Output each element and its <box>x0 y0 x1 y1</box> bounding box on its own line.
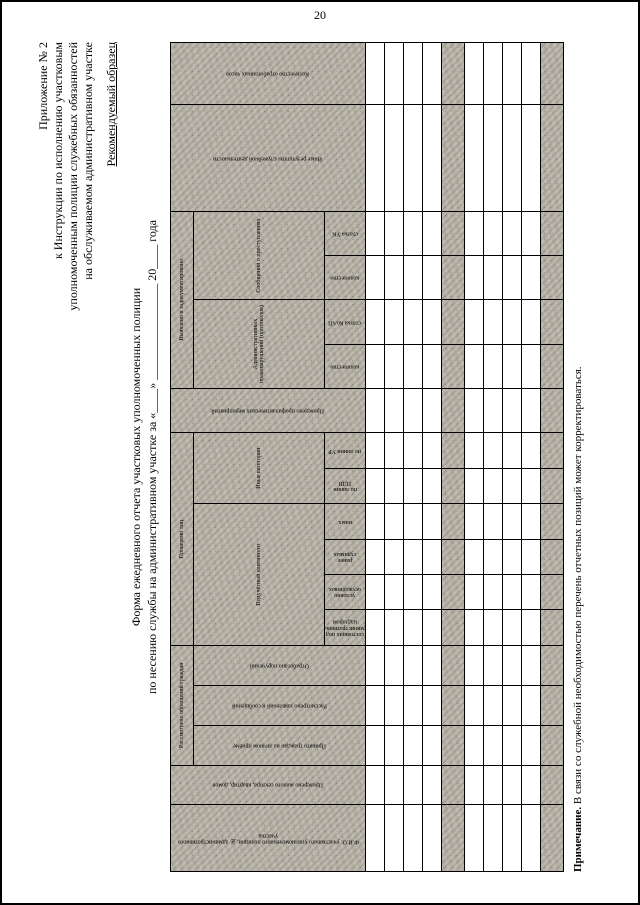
sub2-pdn: по линии ПДН <box>325 469 365 503</box>
table-row <box>366 43 385 872</box>
appendix-header: Приложение № 2 к Инструкции по исполнени… <box>36 42 96 872</box>
page-number: 20 <box>2 8 638 23</box>
table-row <box>484 43 503 872</box>
sub2-adm-count: количество <box>325 345 365 388</box>
sub-crime-report: Сообщений о преступлениях <box>254 212 264 300</box>
col-checked-persons: Проверено лиц <box>177 433 187 645</box>
sub2-other: иных <box>325 504 365 538</box>
col-preventive: Проведено профилактических мероприятий <box>171 389 365 432</box>
form-title: Форма ежедневного отчета участковых упол… <box>129 42 160 872</box>
table-row <box>541 43 564 872</box>
table-row <box>503 43 522 872</box>
footnote-label: Примечание. <box>572 807 584 872</box>
col-detected: Выявлено и задокументировано <box>177 212 187 388</box>
header-row-1: Ф.И.О. участкового уполномоченного полиц… <box>171 43 194 872</box>
col-hours: Количество отработанных часов <box>171 43 365 104</box>
table-row <box>423 43 442 872</box>
appendix-line-4: на обслуживаемом административном участк… <box>81 42 96 872</box>
sub2-crime-article: статья УК <box>325 212 365 255</box>
table-row <box>522 43 541 872</box>
sub2-crime-count: количество <box>325 256 365 299</box>
sub2-ex-convicts: ранее судимых <box>325 540 365 574</box>
sub-registered: Подучётный контингент <box>254 504 264 645</box>
sub-other-cat: Иные категории <box>254 433 264 503</box>
table-row <box>442 43 465 872</box>
report-table: Ф.И.О. участкового уполномоченного полиц… <box>170 42 564 872</box>
col-housing: Проверено жилого сектора, квартир, домов <box>171 766 365 805</box>
col-officer: Ф.И.О. участкового уполномоченного полиц… <box>171 806 365 872</box>
footnote: Примечание. В связи со служебной необход… <box>572 42 584 872</box>
sub2-probation: условно осуждённых <box>325 575 365 609</box>
footnote-text: В связи со служебной необходимостью пере… <box>572 366 584 806</box>
recommended-sample-label: Рекомендуемый образец <box>104 42 119 872</box>
table-row <box>404 43 423 872</box>
sub2-adm-article: статья КоАП <box>325 300 365 343</box>
form-title-line-2: по несению службы на административном уч… <box>145 42 161 872</box>
table-row <box>465 43 484 872</box>
sub-reception: Принято граждан на личном приёме <box>194 726 365 765</box>
page-frame: 20 Приложение № 2 к Инструкции по исполн… <box>0 0 640 905</box>
sub-admin-offence: Административных правонарушений (протоко… <box>251 300 268 388</box>
sub-applications: Рассмотрено заявлений и сообщений <box>194 686 365 725</box>
form-title-line-1: Форма ежедневного отчета участковых упол… <box>129 42 145 872</box>
col-appeals: Рассмотрено обращений граждан <box>177 646 187 765</box>
sub2-ur: по линии УР <box>325 433 365 467</box>
appendix-line-2: к Инструкции по исполнению участковым <box>51 42 66 872</box>
appendix-line-1: Приложение № 2 <box>36 42 51 872</box>
sub2-supervision: состоящих под административным надзором <box>325 610 365 644</box>
table-row <box>385 43 404 872</box>
sub-assignments: Отработано поручений <box>194 646 365 685</box>
appendix-line-3: уполномоченным полиции служебных обязанн… <box>66 42 81 872</box>
document-body-rotated: Приложение № 2 к Инструкции по исполнени… <box>36 42 596 872</box>
col-other-results: Иные результаты служебной деятельности <box>171 105 365 210</box>
